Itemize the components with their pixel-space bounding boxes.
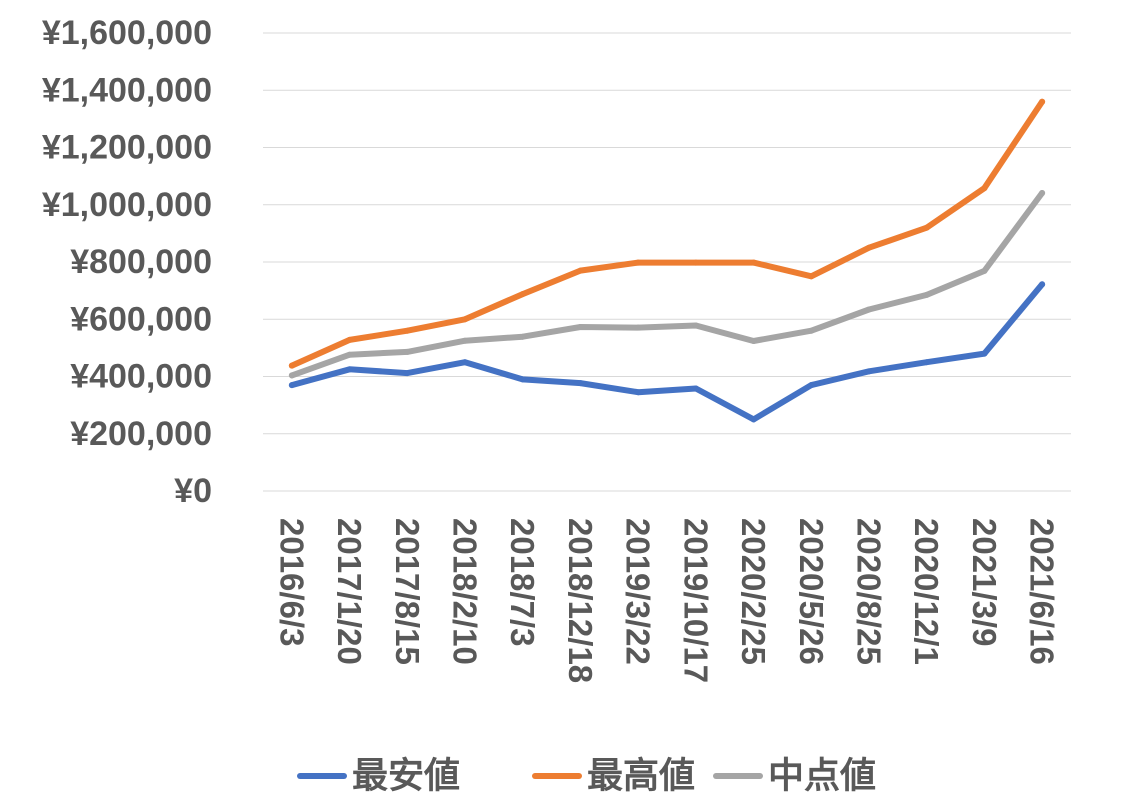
y-tick-label: ¥800,000 (70, 243, 212, 281)
data-point (1039, 190, 1046, 197)
x-tick-label: 2018/12/18 (562, 518, 599, 683)
data-point (923, 224, 930, 231)
data-point (346, 351, 353, 358)
data-point (635, 389, 642, 396)
legend: 最安値 最高値 中点値 (297, 756, 876, 797)
x-tick-label: 2016/6/3 (273, 518, 310, 646)
y-tick-label: ¥1,200,000 (42, 129, 212, 167)
legend-label: 最高値 (587, 756, 695, 797)
data-point (346, 336, 353, 343)
y-tick-label: ¥1,400,000 (42, 71, 212, 109)
data-point (692, 259, 699, 266)
data-point (346, 366, 353, 373)
data-point (577, 380, 584, 387)
y-axis-tick-labels: ¥0 ¥200,000 ¥400,000 ¥600,000 ¥800,000 ¥1,000… (42, 14, 212, 510)
data-point (981, 267, 988, 274)
y-tick-label: ¥600,000 (70, 300, 212, 338)
y-tick-label: ¥400,000 (70, 358, 212, 396)
data-point (692, 322, 699, 329)
data-point (577, 267, 584, 274)
data-point (519, 291, 526, 298)
data-point (750, 338, 757, 345)
data-point (288, 382, 295, 389)
data-point (808, 327, 815, 334)
x-tick-label: 2020/12/1 (908, 518, 945, 665)
data-point (519, 376, 526, 383)
data-point (866, 306, 872, 313)
data-point (404, 370, 411, 377)
data-point (808, 273, 815, 280)
data-point (635, 324, 642, 331)
data-point (981, 350, 988, 357)
x-tick-label: 2020/8/25 (851, 518, 888, 665)
data-point (923, 291, 930, 298)
data-point (923, 359, 930, 366)
x-tick-label: 2018/2/10 (447, 518, 484, 665)
series-line-3 (288, 190, 1046, 379)
legend-label: 最安値 (352, 756, 460, 797)
y-tick-label: ¥200,000 (70, 415, 212, 453)
data-point (288, 372, 295, 379)
series-line-1 (288, 281, 1046, 423)
data-point (866, 368, 872, 375)
x-tick-label: 2017/8/15 (389, 518, 426, 665)
x-tick-label: 2021/3/9 (966, 518, 1003, 646)
data-point (288, 362, 295, 369)
data-point (808, 382, 815, 389)
y-tick-label: ¥0 (174, 472, 212, 510)
data-point (750, 259, 757, 266)
x-tick-label: 2019/10/17 (677, 518, 714, 683)
x-tick-label: 2020/5/26 (793, 518, 830, 665)
data-point (404, 327, 411, 334)
y-tick-label: ¥1,000,000 (42, 186, 212, 224)
legend-label: 中点値 (768, 756, 876, 797)
data-point (462, 316, 468, 323)
data-point (462, 359, 468, 366)
data-point (404, 348, 411, 355)
data-point (1039, 281, 1046, 288)
data-point (1039, 98, 1046, 105)
x-tick-label: 2017/1/20 (331, 518, 368, 665)
x-axis-tick-labels: 2016/6/3 2017/1/20 2017/8/15 2018/2/10 2018/… (273, 518, 1060, 683)
data-point (462, 337, 468, 344)
data-point (981, 185, 988, 192)
x-tick-label: 2018/7/3 (504, 518, 541, 646)
y-tick-label: ¥1,600,000 (42, 14, 212, 52)
data-point (635, 259, 642, 266)
data-point (692, 385, 699, 392)
data-point (577, 323, 584, 330)
x-tick-label: 2020/2/25 (735, 518, 772, 665)
data-point (750, 416, 757, 423)
x-tick-label: 2019/3/22 (620, 518, 657, 665)
x-tick-label: 2021/6/16 (1024, 518, 1061, 665)
series-lines (288, 98, 1046, 423)
data-point (519, 333, 526, 340)
data-point (866, 244, 872, 251)
series-line-2 (288, 98, 1046, 369)
